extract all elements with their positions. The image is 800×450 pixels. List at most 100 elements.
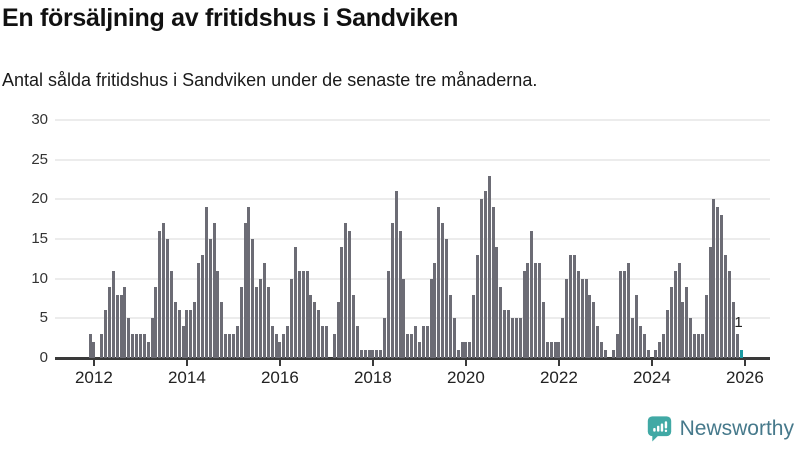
bar [603,350,607,358]
bar [464,342,468,358]
x-axis-label: 2016 [260,368,299,387]
bar [135,334,138,358]
bar [231,334,235,358]
bar [530,231,534,358]
newsworthy-logo[interactable]: Newsworthy [646,414,794,443]
x-axis-label: 2020 [446,368,485,387]
bar [522,270,526,358]
newsworthy-icon [647,416,671,442]
x-axis-tick [185,360,188,366]
bar [491,207,495,358]
bar [483,191,487,358]
bar [677,262,681,358]
bar [561,318,565,358]
bar [340,246,344,358]
bar [262,262,266,358]
bar [545,342,549,358]
bar [394,191,398,358]
x-axis-tick [557,360,560,366]
bar [301,270,305,358]
bar [359,350,363,358]
bar [169,270,173,358]
bar [290,278,293,358]
bar [305,270,309,358]
bar [580,278,584,358]
bar [321,326,324,358]
bar [235,326,239,358]
page-title: En försäljning av fritidshus i Sandviken [2,4,459,32]
bar [243,223,247,358]
bar [700,334,704,358]
bar [379,350,383,358]
bar [611,350,615,358]
bar [592,302,596,358]
bar [220,302,224,358]
x-axis-tick [743,360,746,366]
bar [324,326,328,358]
bar [460,342,464,358]
bar [107,286,111,358]
bar [472,294,476,358]
bar [553,342,557,358]
bar [228,334,231,358]
bar [297,270,301,358]
bar [538,262,541,358]
bar [355,326,359,358]
bar [367,350,371,358]
bar [189,310,193,358]
newsworthy-wordmark: Newsworthy [679,416,794,440]
y-gridline [55,158,770,161]
bar [654,350,658,358]
bar [724,254,727,358]
highlighted-bar [739,350,743,358]
x-axis-label: 2022 [539,368,578,387]
bar [503,310,507,358]
bar [731,302,735,358]
bar [433,262,437,358]
x-axis-label: 2012 [74,368,113,387]
bar [104,310,107,358]
bar [212,223,216,358]
x-axis-label: 2014 [167,368,206,387]
bar [623,270,627,358]
bar [185,310,189,358]
bar [662,334,665,358]
bar [88,334,92,358]
bar [398,231,402,358]
bar [313,302,317,358]
bar [383,318,386,358]
y-axis-label: 10 [31,269,48,287]
bar [348,231,352,358]
x-axis-label: 2026 [725,368,764,387]
bar [514,318,518,358]
x-axis-tick [464,360,467,366]
bar [584,278,588,358]
x-axis-tick [92,360,95,366]
bar [468,342,472,358]
bar [204,207,208,358]
bar [441,223,445,358]
bar [487,175,491,358]
bar [572,254,576,358]
bar [557,342,561,358]
bar [270,326,274,358]
bar [735,334,739,358]
bar [317,310,321,358]
bar [576,270,580,358]
bar [177,310,181,358]
bar [727,270,731,358]
bar [479,199,483,358]
bar [642,334,646,358]
y-axis-label: 30 [31,111,48,128]
bar-value-label: 1 [734,314,743,331]
bar [309,294,313,358]
bar [286,326,290,358]
bar [518,318,522,358]
bar [445,239,448,358]
bar [375,350,379,358]
bar [150,318,154,358]
bar [456,350,460,358]
x-axis-label: 2024 [632,368,671,387]
bar [429,278,433,358]
bar [673,270,677,358]
